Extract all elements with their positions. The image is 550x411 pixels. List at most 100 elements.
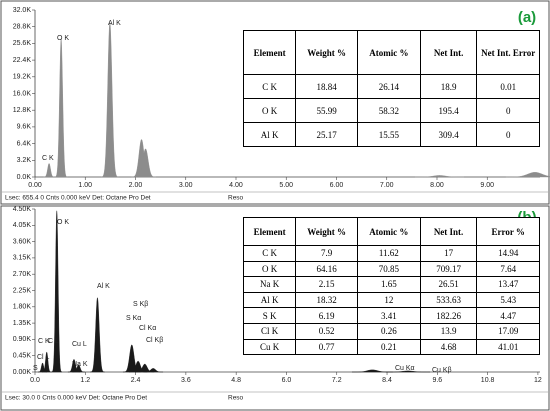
peak-label: S Kα — [126, 315, 141, 322]
y-tick-label: 32.0K — [13, 7, 32, 14]
table-cell: 4.47 — [476, 307, 540, 324]
table-cell: Weight % — [295, 217, 358, 246]
table-cell: 6.19 — [295, 307, 358, 324]
peak-label: S — [33, 365, 38, 372]
x-tick-label: 8.4 — [382, 377, 392, 384]
table-cell: 26.14 — [357, 74, 421, 99]
table-cell: 70.85 — [356, 260, 421, 278]
y-tick-label: 22.4K — [13, 57, 32, 64]
y-tick-label: 16.0K — [13, 90, 32, 97]
table-cell: Cl K — [242, 322, 297, 340]
table-row: Al K 18.32 12 533.63 5.43 — [242, 291, 540, 309]
peak-label: C K — [38, 338, 50, 345]
peak — [43, 163, 55, 178]
table-cell: 0.52 — [295, 322, 358, 340]
y-tick-label: 19.2K — [13, 74, 32, 81]
peak-label: C K — [42, 155, 54, 162]
table-cell: 11.62 — [356, 245, 421, 262]
table-cell: 12 — [356, 291, 421, 309]
y-tick-label: 3.60K — [13, 238, 32, 245]
table-cell: 4.68 — [419, 338, 478, 356]
table-cell: Na K — [242, 276, 297, 293]
table-cell: Element — [242, 30, 297, 75]
x-tick-label: 2.00 — [129, 182, 143, 189]
panel-frame — [0, 0, 550, 205]
table-cell: 7.9 — [295, 245, 358, 262]
table-row: C K 18.84 26.14 18.9 0.01 — [242, 74, 540, 99]
table-cell: Element — [242, 217, 297, 246]
table-cell: 182.26 — [419, 307, 478, 324]
table-cell: 309.4 — [419, 122, 478, 147]
table-cell: O K — [242, 260, 297, 278]
table-cell: Cu K — [242, 338, 297, 356]
table-cell: 0.01 — [476, 74, 540, 99]
y-tick-label: 9.6K — [17, 124, 32, 131]
table-cell: 0 — [476, 98, 540, 123]
table-cell: 18.9 — [419, 74, 478, 99]
peak-label: Cu Kα — [395, 365, 415, 372]
table-row: Element Weight % Atomic % Net Int. Net Int. … — [242, 30, 540, 75]
x-tick-label: 8.00 — [430, 182, 444, 189]
table-cell: Error % — [476, 217, 540, 246]
table-cell: 18.84 — [295, 74, 359, 99]
table-row: Al K 25.17 15.55 309.4 0 — [242, 122, 540, 147]
x-tick-label: 9.6 — [432, 377, 442, 384]
table-cell: S K — [242, 307, 297, 324]
peak — [143, 368, 164, 373]
y-tick-label: 1.35K — [13, 320, 32, 327]
y-tick-label: 0.45K — [13, 353, 32, 360]
table-cell: 15.55 — [357, 122, 421, 147]
table-cell: 0 — [476, 122, 540, 147]
peak — [135, 148, 156, 178]
table-cell: 709.17 — [419, 260, 478, 278]
x-tick-label: 1.2 — [80, 377, 90, 384]
peak-label: Cl Kβ — [146, 337, 163, 344]
peak — [415, 175, 464, 178]
peak-label: Cu Kβ — [432, 367, 452, 374]
x-tick-label: 7.2 — [332, 377, 342, 384]
footer-text: Lsec: 655.4 0 Cnts 0.000 keV Det: Octane… — [5, 195, 151, 202]
table-cell: 13.9 — [419, 322, 478, 340]
table-cell: 2.15 — [295, 276, 358, 293]
panel-frame — [0, 205, 550, 411]
table-row: S K 6.19 3.41 182.26 4.47 — [242, 307, 540, 324]
x-tick-label: 1.00 — [78, 182, 92, 189]
table-cell: 55.99 — [295, 98, 359, 123]
table-cell: 7.64 — [476, 260, 540, 278]
y-tick-label: 2.25K — [13, 287, 32, 294]
peak-label: Cl Kα — [139, 325, 156, 332]
x-tick-label: 7.00 — [380, 182, 394, 189]
y-tick-label: 25.6K — [13, 40, 32, 47]
x-tick-label: 4.8 — [231, 377, 241, 384]
peak-label: Al K — [108, 20, 121, 27]
x-tick-label: 9.00 — [480, 182, 494, 189]
y-tick-label: 6.4K — [17, 140, 32, 147]
element-table: Element Weight % Atomic % Net Int. Error % C … — [242, 217, 540, 356]
table-cell: Al K — [242, 122, 297, 147]
table-row: Cl K 0.52 0.26 13.9 17.09 — [242, 322, 540, 340]
x-tick-label: 3.00 — [179, 182, 193, 189]
x-tick-label: 10.8 — [481, 377, 495, 384]
peak-label: O K — [57, 35, 69, 42]
footer-text: Reso — [228, 395, 244, 402]
table-cell: O K — [242, 98, 297, 123]
table-cell: Net Int. — [419, 217, 478, 246]
y-tick-label: 0.90K — [13, 336, 32, 343]
peak-label: Al K — [97, 283, 110, 290]
peak-label: Cu L — [72, 341, 87, 348]
table-cell: 17.09 — [476, 322, 540, 340]
x-tick-label: 0.0 — [30, 377, 40, 384]
table-cell: 26.51 — [419, 276, 478, 293]
table-cell: 1.65 — [356, 276, 421, 293]
x-tick-label: 5.00 — [279, 182, 293, 189]
y-tick-label: 2.70K — [13, 271, 32, 278]
table-cell: 25.17 — [295, 122, 359, 147]
table-row: Element Weight % Atomic % Net Int. Error % — [242, 217, 540, 246]
peak — [101, 21, 119, 178]
table-cell: 17 — [419, 245, 478, 262]
table-cell: 0.26 — [356, 322, 421, 340]
y-tick-label: 0.00K — [13, 369, 32, 376]
x-tick-label: 6.0 — [282, 377, 292, 384]
